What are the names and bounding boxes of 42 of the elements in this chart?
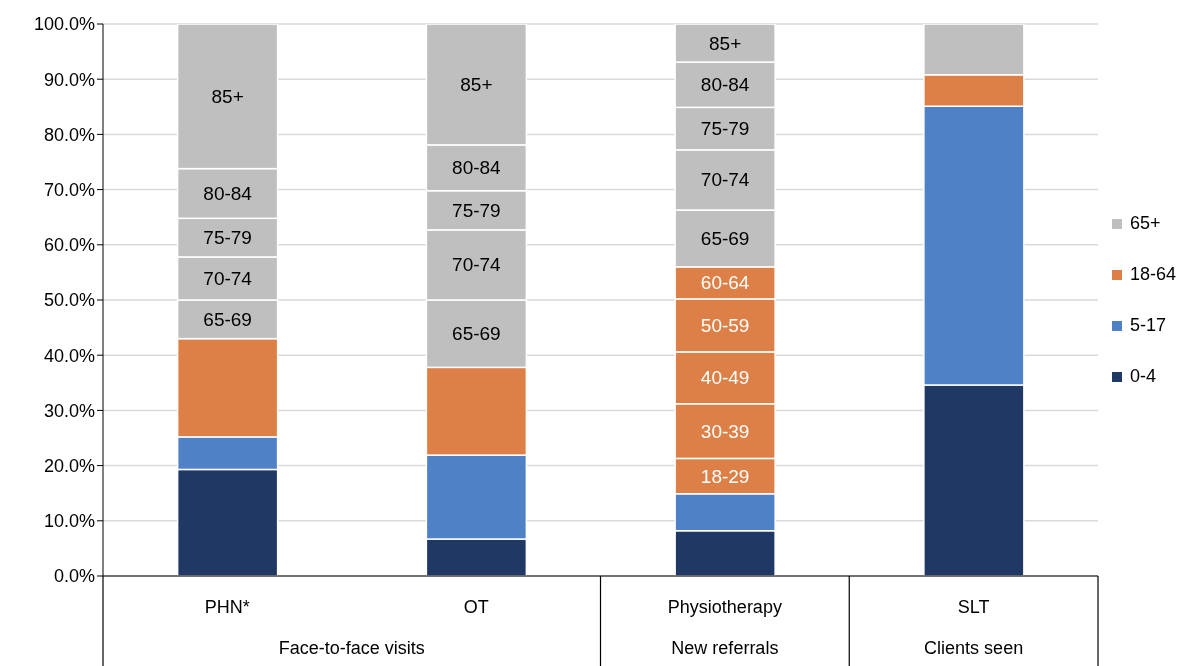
- data-label: 70-74: [452, 254, 502, 276]
- x-tick-label: SLT: [957, 596, 990, 617]
- data-label: 18-29: [700, 465, 750, 487]
- y-tick-label: 30.0%: [43, 400, 95, 421]
- data-label: 65-69: [203, 308, 252, 330]
- data-label: 85+: [460, 73, 493, 95]
- legend-label: 5-17: [1130, 315, 1167, 336]
- data-label: 50-59: [700, 314, 750, 336]
- x-tick-label: OT: [463, 596, 489, 617]
- legend-label: 65+: [1130, 213, 1161, 234]
- data-label: 80-84: [700, 74, 750, 96]
- data-label: 85+: [709, 32, 742, 54]
- y-tick-label: 50.0%: [43, 290, 95, 311]
- data-label: 40-49: [700, 367, 750, 389]
- data-label: 75-79: [452, 199, 501, 221]
- data-label: 75-79: [203, 227, 252, 249]
- legend-label: 0-4: [1130, 366, 1157, 387]
- y-tick-label: 100.0%: [33, 14, 95, 35]
- legend-label: 18-64: [1130, 264, 1177, 285]
- y-tick-label: 40.0%: [43, 345, 95, 366]
- data-label: 70-74: [700, 169, 750, 191]
- y-tick-label: 70.0%: [43, 179, 95, 200]
- y-tick-label: 10.0%: [43, 511, 95, 532]
- data-label: 60-64: [700, 272, 750, 294]
- data-label: 30-39: [700, 420, 750, 442]
- data-label: 85+: [211, 85, 244, 107]
- y-tick-label: 0.0%: [53, 566, 95, 587]
- data-label: 65-69: [700, 227, 750, 249]
- x-tick-label: Physiotherapy: [667, 596, 782, 617]
- data-label: 65-69: [452, 323, 501, 345]
- data-label: 70-74: [203, 267, 253, 289]
- y-tick-label: 80.0%: [43, 124, 95, 145]
- y-tick-label: 90.0%: [43, 69, 95, 90]
- data-label: 80-84: [452, 157, 502, 179]
- data-label: 80-84: [203, 182, 253, 204]
- y-tick-label: 20.0%: [43, 455, 95, 476]
- text: Face-to-face visits: [278, 638, 425, 658]
- text: New referrals: [671, 638, 779, 658]
- text: Clients seen: [924, 638, 1024, 658]
- x-tick-label: PHN*: [204, 596, 250, 617]
- y-tick-label: 60.0%: [43, 235, 95, 256]
- data-label: 75-79: [700, 118, 750, 140]
